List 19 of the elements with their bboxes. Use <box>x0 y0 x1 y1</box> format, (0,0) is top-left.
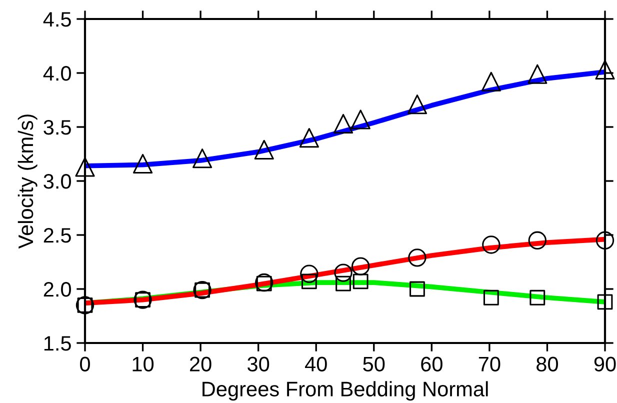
x-tick-label: 20 <box>190 356 212 372</box>
x-tick-label: 80 <box>536 356 558 372</box>
x-tick-label: 70 <box>478 356 500 372</box>
y-tick-label: 2.5 <box>44 228 71 243</box>
y-tick-label: 4.5 <box>43 12 71 27</box>
y-tick-label: 3.5 <box>44 120 71 135</box>
x-tick-label: 0 <box>80 356 90 372</box>
y-axis-title: Velocity (km/s) <box>18 114 38 249</box>
x-tick-label: 60 <box>421 356 442 372</box>
x-axis-title: Degrees From Bedding Normal <box>202 381 488 401</box>
x-tick-label: 50 <box>363 356 385 372</box>
x-tick-label: 90 <box>594 356 616 372</box>
y-tick-label: 2.0 <box>44 282 71 297</box>
y-tick-label: 3.0 <box>44 174 71 189</box>
y-tick-label: 1.5 <box>44 336 71 351</box>
x-tick-label: 30 <box>248 356 270 372</box>
x-tick-label: 10 <box>132 356 154 372</box>
x-tick-label: 40 <box>305 356 327 372</box>
y-tick-label: 4.0 <box>43 66 71 81</box>
